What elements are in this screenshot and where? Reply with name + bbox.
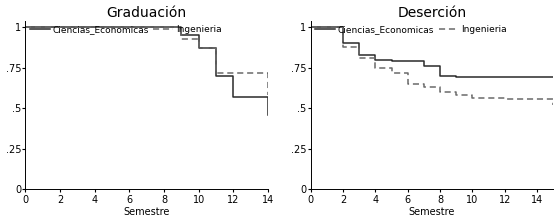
X-axis label: Semestre: Semestre	[409, 207, 455, 217]
Legend: Ciencias_Economicas, Ingenieria: Ciencias_Economicas, Ingenieria	[30, 25, 221, 34]
Legend: Ciencias_Economicas, Ingenieria: Ciencias_Economicas, Ingenieria	[315, 25, 506, 34]
X-axis label: Semestre: Semestre	[124, 207, 170, 217]
Title: Deserción: Deserción	[397, 6, 467, 20]
Title: Graduación: Graduación	[107, 6, 187, 20]
